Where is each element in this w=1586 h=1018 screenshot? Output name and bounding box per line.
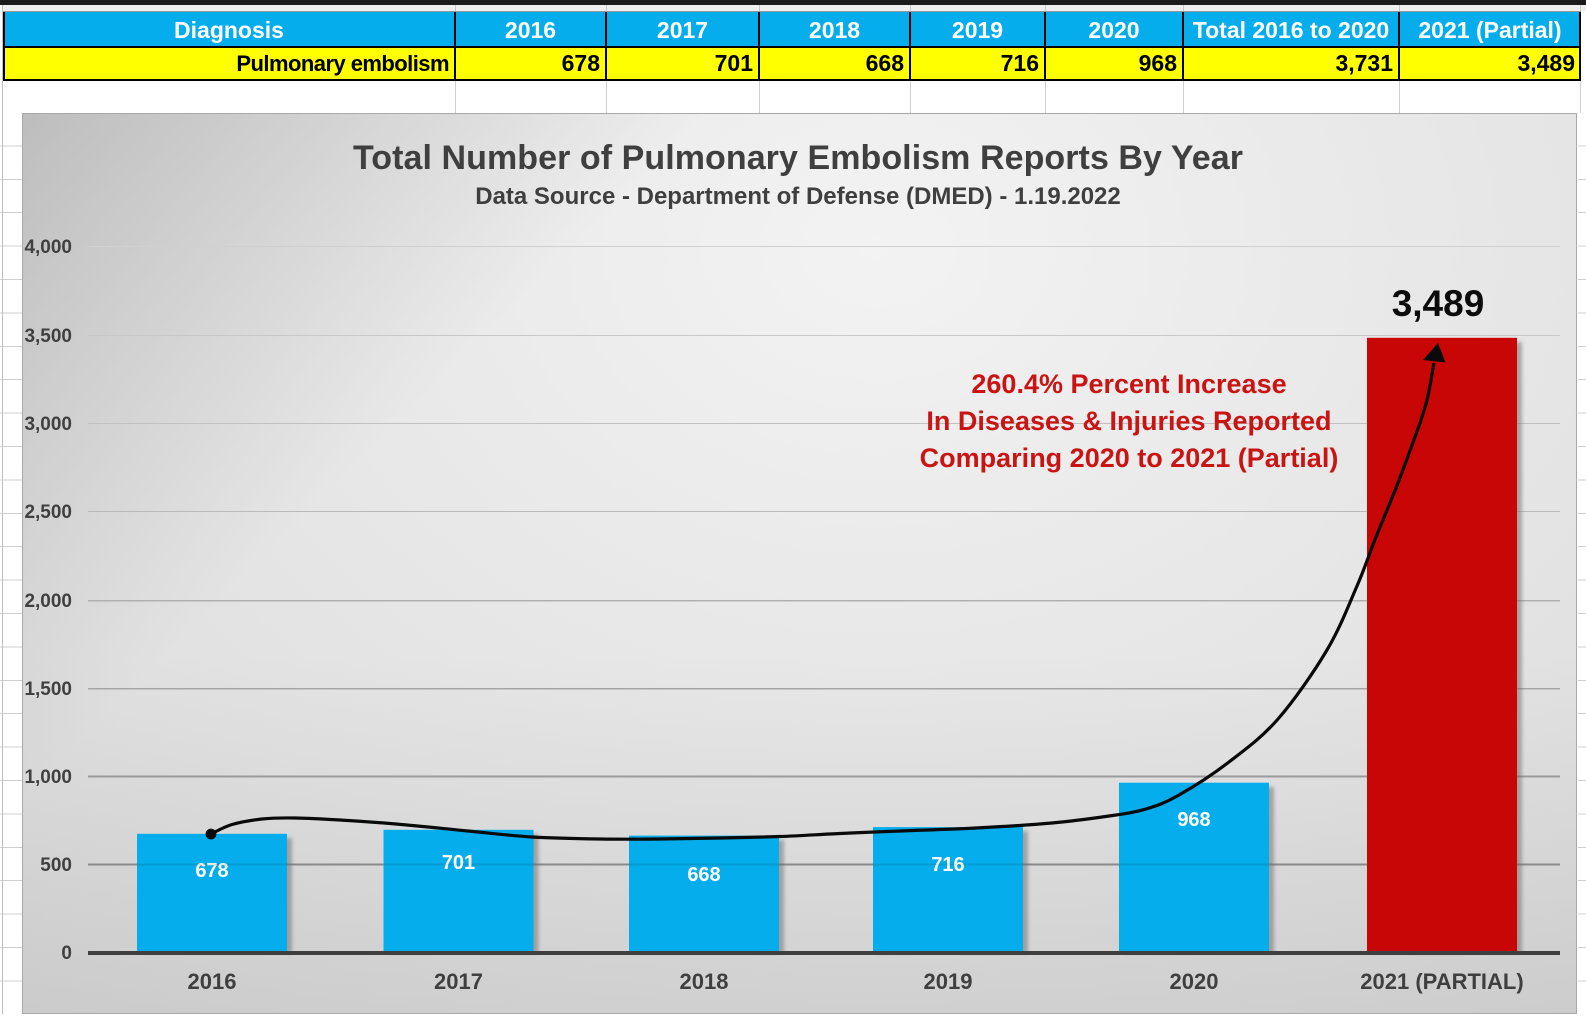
svg-text:2019: 2019 <box>924 969 973 994</box>
svg-text:In Diseases & Injuries Reporte: In Diseases & Injuries Reported <box>926 406 1331 436</box>
svg-text:4,000: 4,000 <box>24 237 72 258</box>
svg-text:2,000: 2,000 <box>24 591 72 612</box>
svg-text:0: 0 <box>61 943 72 964</box>
svg-text:3,489: 3,489 <box>1392 283 1485 324</box>
svg-text:2017: 2017 <box>434 969 483 994</box>
svg-text:3,000: 3,000 <box>24 414 72 435</box>
svg-text:Total Number of Pulmonary Embo: Total Number of Pulmonary Embolism Repor… <box>353 139 1243 177</box>
svg-text:678: 678 <box>195 860 228 882</box>
svg-text:701: 701 <box>442 852 475 874</box>
svg-text:1,500: 1,500 <box>24 679 72 700</box>
svg-text:668: 668 <box>687 864 720 886</box>
svg-text:2,500: 2,500 <box>24 502 72 523</box>
svg-text:3,500: 3,500 <box>24 326 72 347</box>
svg-text:2020: 2020 <box>1170 969 1219 994</box>
svg-text:2018: 2018 <box>680 969 729 994</box>
svg-text:2016: 2016 <box>188 969 237 994</box>
svg-text:1,000: 1,000 <box>24 767 72 788</box>
svg-text:2021 (PARTIAL): 2021 (PARTIAL) <box>1360 969 1523 994</box>
svg-text:716: 716 <box>931 854 964 876</box>
svg-text:260.4% Percent Increase: 260.4% Percent Increase <box>971 369 1286 399</box>
svg-text:Comparing 2020 to 2021 (Partia: Comparing 2020 to 2021 (Partial) <box>920 443 1339 473</box>
svg-text:968: 968 <box>1177 809 1210 831</box>
svg-text:Data Source - Department of De: Data Source - Department of Defense (DME… <box>475 183 1121 210</box>
svg-text:500: 500 <box>40 855 72 876</box>
